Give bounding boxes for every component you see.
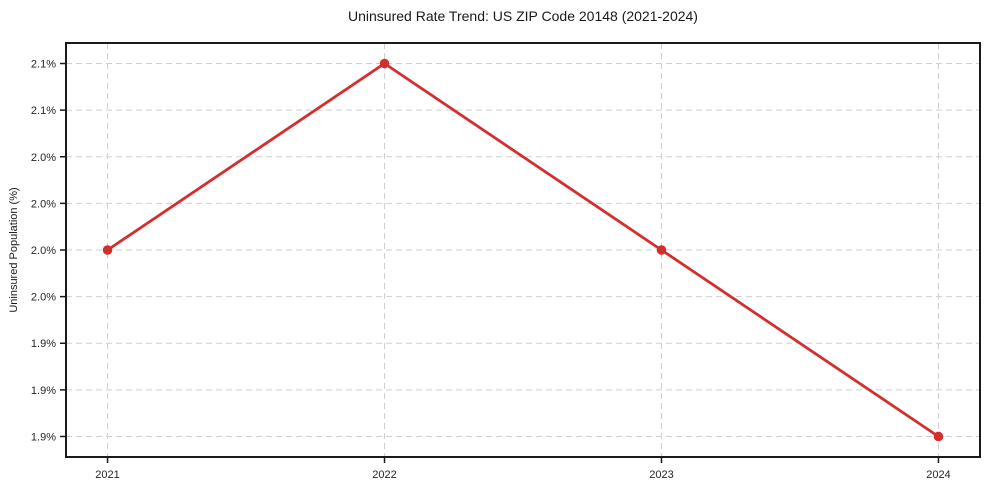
y-tick-label: 2.0% (31, 152, 56, 164)
plot-border (65, 42, 981, 458)
x-tick-label: 2023 (649, 469, 673, 481)
y-tick-label: 2.0% (31, 198, 56, 210)
y-tick-label: 1.9% (31, 385, 56, 397)
y-tick-label: 2.0% (31, 292, 56, 304)
data-point-marker (933, 431, 944, 442)
data-point-marker (656, 245, 667, 255)
y-tick-label: 2.0% (31, 245, 56, 257)
chart-title: Uninsured Rate Trend: US ZIP Code 20148 … (348, 8, 698, 24)
data-point-marker (379, 58, 390, 69)
x-tick-label: 2022 (372, 469, 396, 481)
x-tick-label: 2021 (95, 469, 119, 481)
y-tick-label: 2.1% (31, 59, 56, 71)
x-tick-label: 2024 (926, 469, 950, 481)
data-line (106, 62, 940, 438)
data-point-marker (102, 245, 113, 255)
y-tick-label: 1.9% (31, 431, 56, 443)
y-tick-label: 1.9% (31, 338, 56, 350)
y-tick-label: 2.1% (31, 105, 56, 117)
